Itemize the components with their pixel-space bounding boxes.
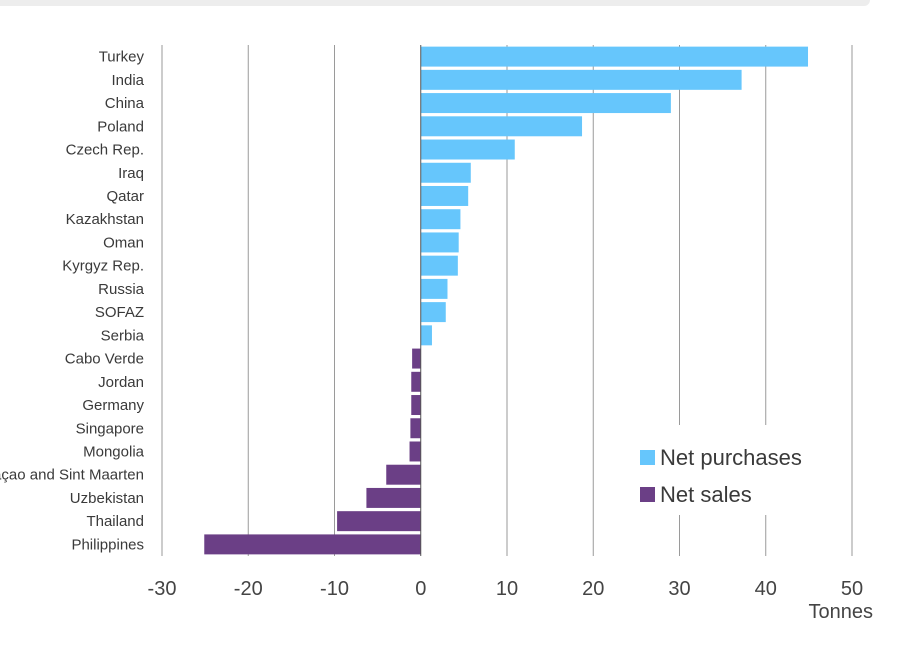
bar-5 [420,162,471,183]
bars [204,46,809,555]
bar-12 [420,325,432,346]
x-tick-label: 30 [668,578,690,600]
legend-label: Net purchases [660,445,802,470]
category-label: Curaçao and Sint Maarten [0,467,144,484]
x-axis-unit-label: Tonnes [809,601,874,623]
category-label: Uzbekistan [70,490,144,507]
x-tick-label: 20 [582,578,604,600]
x-tick-label: -30 [148,578,177,600]
top-band [0,0,870,6]
x-tick-label: 50 [841,578,863,600]
bar-9 [420,255,458,276]
category-label: Oman [103,234,144,251]
bar-2 [420,93,671,114]
x-tick-label: -10 [320,578,349,600]
bar-10 [420,278,448,299]
bar-1 [420,69,742,90]
legend-swatch-1 [640,487,655,502]
bar-15 [411,395,421,416]
category-label: Cabo Verde [65,351,144,368]
category-label: Jordan [98,374,144,391]
bar-0 [420,46,809,67]
category-label: Iraq [118,165,144,182]
bar-8 [420,232,459,253]
x-tick-label: 10 [496,578,518,600]
category-label: India [111,72,144,89]
x-tick-label: -20 [234,578,263,600]
category-label: Kazakhstan [66,211,144,228]
category-labels: Turkey India China Poland Czech Rep. Iraq Qata… [0,49,145,554]
bar-19 [366,487,421,508]
category-label: China [105,95,145,112]
bar-6 [420,185,469,206]
legend-label: Net sales [660,482,752,507]
category-label: Germany [82,397,144,414]
category-label: Philippines [71,536,144,553]
bar-11 [420,302,446,323]
bar-4 [420,139,515,160]
category-label: Russia [98,281,145,298]
category-label: Czech Rep. [66,142,144,159]
bar-21 [204,534,421,555]
bar-16 [410,418,421,439]
category-label: Singapore [76,420,144,437]
bar-14 [411,371,421,392]
bar-18 [386,464,421,485]
legend: Net purchases Net sales [616,425,826,515]
category-label: Qatar [106,188,144,205]
x-tick-label: 0 [415,578,426,600]
legend-swatch-0 [640,450,655,465]
bar-13 [412,348,421,369]
category-label: Mongolia [83,443,145,460]
bar-20 [337,511,421,532]
x-tick-label: 40 [755,578,777,600]
category-label: Turkey [99,49,145,66]
category-label: Thailand [86,513,144,530]
x-tick-labels: -30 -20 -10 0 10 20 30 40 50 [148,578,864,600]
bar-7 [420,209,461,230]
category-label: Kyrgyz Rep. [62,258,144,275]
bar-17 [409,441,421,462]
category-label: SOFAZ [95,304,144,321]
bar-3 [420,116,583,137]
category-label: Poland [97,118,144,135]
category-label: Serbia [101,327,145,344]
